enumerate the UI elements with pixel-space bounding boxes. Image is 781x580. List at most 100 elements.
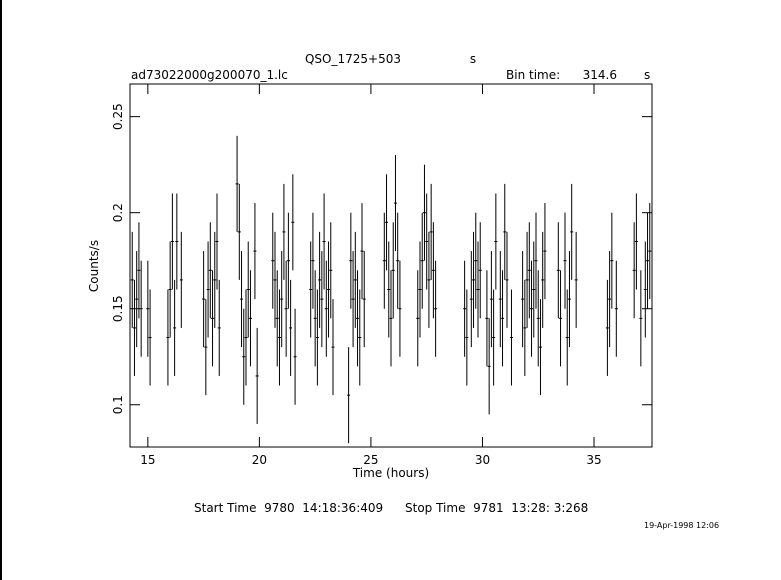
data-point	[135, 298, 139, 300]
data-point	[248, 317, 252, 319]
data-point	[166, 337, 170, 339]
y-tick-label: 0.1	[111, 395, 125, 414]
data-point	[429, 231, 433, 233]
data-point	[148, 337, 152, 339]
data-point	[382, 260, 386, 262]
data-point	[503, 231, 507, 233]
data-point	[396, 260, 400, 262]
chart-title: QSO_1725+503	[305, 52, 401, 66]
x-tick-label: 15	[140, 453, 155, 467]
data-point	[418, 289, 422, 291]
data-point	[237, 231, 241, 233]
data-point	[282, 231, 286, 233]
data-point	[523, 327, 527, 329]
data-point	[244, 337, 248, 339]
data-point	[422, 212, 426, 214]
data-point	[536, 317, 540, 319]
data-point	[215, 240, 219, 242]
data-point	[202, 298, 206, 300]
data-point	[327, 289, 331, 291]
data-point	[434, 308, 438, 310]
data-point	[463, 308, 467, 310]
data-point	[389, 317, 393, 319]
data-point	[311, 260, 315, 262]
data-point	[538, 346, 542, 348]
data-point	[347, 394, 351, 396]
data-point	[494, 240, 498, 242]
data-point	[273, 279, 277, 281]
data-point	[139, 308, 143, 310]
x-tick-label: 30	[475, 453, 490, 467]
data-point	[420, 260, 424, 262]
data-point	[489, 298, 493, 300]
x-tick-label: 20	[252, 453, 267, 467]
data-point	[246, 289, 250, 291]
data-point	[284, 308, 288, 310]
data-point	[240, 298, 244, 300]
plot-frame	[129, 83, 653, 448]
data-point	[425, 240, 429, 242]
data-point	[527, 269, 531, 271]
data-point	[505, 279, 509, 281]
bin-time: 314.6	[583, 68, 617, 82]
data-point	[393, 202, 397, 204]
data-point	[648, 250, 652, 252]
data-point	[206, 289, 210, 291]
data-point	[320, 298, 324, 300]
data-point	[353, 279, 357, 281]
data-point	[634, 240, 638, 242]
data-point	[474, 260, 478, 262]
bin-time-unit: s	[644, 68, 650, 82]
y-tick-label: 0.2	[111, 203, 125, 222]
data-point	[211, 317, 215, 319]
data-point	[605, 327, 609, 329]
data-point	[567, 298, 571, 300]
data-point	[351, 298, 355, 300]
data-point	[632, 269, 636, 271]
data-point	[541, 279, 545, 281]
data-point	[322, 240, 326, 242]
data-point	[179, 279, 183, 281]
data-point	[242, 356, 246, 358]
data-point	[235, 183, 239, 185]
data-point	[170, 240, 174, 242]
data-point	[309, 289, 313, 291]
data-point	[204, 346, 208, 348]
data-point	[556, 269, 560, 271]
data-point	[324, 308, 328, 310]
data-point	[643, 289, 647, 291]
data-point	[331, 346, 335, 348]
data-point	[521, 298, 525, 300]
data-point	[173, 327, 177, 329]
data-point	[293, 356, 297, 358]
data-point	[315, 337, 319, 339]
data-point	[465, 337, 469, 339]
data-point	[318, 279, 322, 281]
data-point	[501, 317, 505, 319]
data-point	[610, 260, 614, 262]
data-point	[398, 308, 402, 310]
data-point	[213, 279, 217, 281]
data-point	[416, 317, 420, 319]
data-point	[534, 260, 538, 262]
data-point	[543, 250, 547, 252]
data-point	[313, 317, 317, 319]
data-point	[614, 308, 618, 310]
data-point	[146, 308, 150, 310]
data-point	[639, 317, 643, 319]
data-point	[476, 289, 480, 291]
data-point	[208, 269, 212, 271]
data-point	[559, 317, 563, 319]
y-axis-label: Counts/s	[87, 240, 101, 292]
data-point	[525, 279, 529, 281]
x-tick-label: 25	[363, 453, 378, 467]
stop-time: Stop Time 9781 13:28: 3:268	[405, 501, 588, 515]
data-point	[646, 260, 650, 262]
y-tick-label: 0.15	[111, 295, 125, 322]
data-point	[565, 337, 569, 339]
data-point	[289, 327, 293, 329]
data-point	[132, 327, 136, 329]
data-point	[472, 279, 476, 281]
data-point	[608, 298, 612, 300]
